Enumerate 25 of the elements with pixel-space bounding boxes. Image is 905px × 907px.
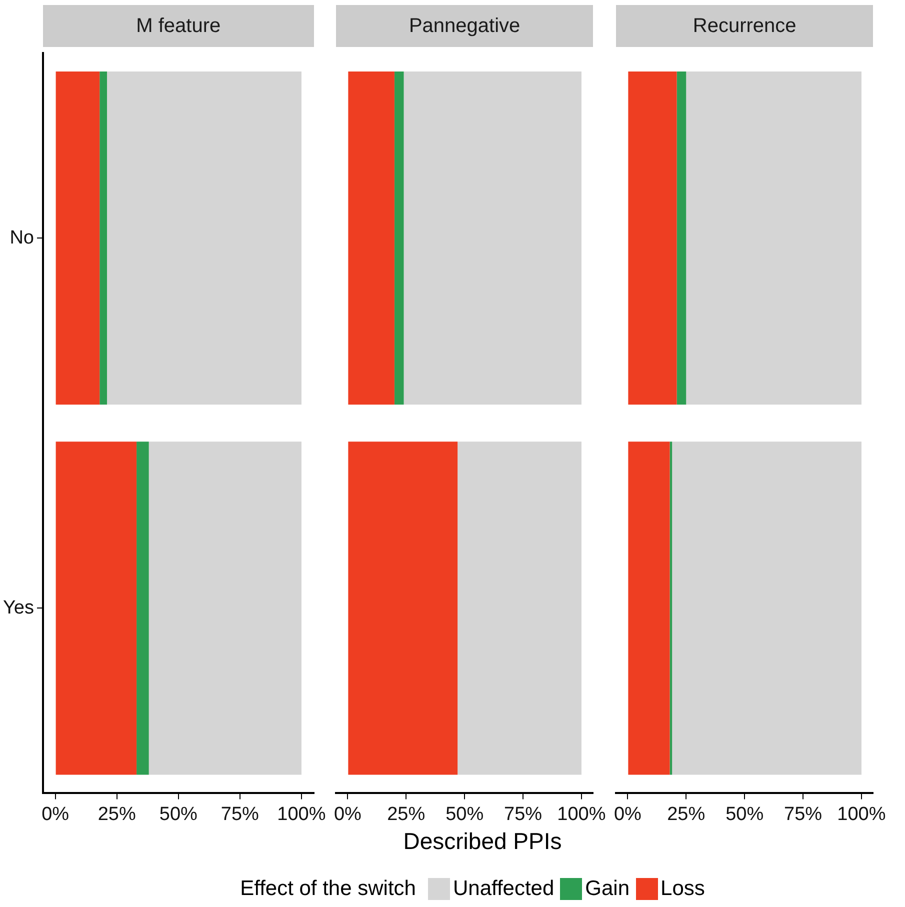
x-tick-label: 0% (334, 804, 362, 825)
legend-label: Loss (660, 877, 705, 901)
x-tick-label: 100% (557, 804, 606, 825)
chart-title: M feature (42, 5, 314, 47)
x-tick-label: 100% (837, 804, 886, 825)
x-tick-label: 75% (504, 804, 542, 825)
x-tick-label: 25% (98, 804, 136, 825)
chart-title: Pannegative (336, 5, 594, 47)
x-tick-label: 50% (726, 804, 764, 825)
x-tick-label: 0% (42, 804, 70, 825)
legend-label: Gain (585, 877, 630, 901)
y-tick-label: No (10, 227, 34, 248)
legend-title: Effect of the switch (240, 877, 416, 901)
x-axis-title: Described PPIs (402, 828, 563, 855)
x-tick-label: 75% (784, 804, 822, 825)
legend-label: Unaffected (452, 877, 554, 901)
y-tick-label: Yes (2, 597, 34, 618)
x-tick-label: 50% (446, 804, 484, 825)
x-tick-label: 0% (614, 804, 642, 825)
chart-title: Recurrence (616, 5, 874, 47)
x-tick-label: 100% (277, 804, 326, 825)
x-tick-label: 25% (387, 804, 426, 825)
x-tick-label: 50% (159, 804, 198, 825)
x-tick-label: 25% (667, 804, 706, 825)
x-tick-label: 75% (220, 804, 260, 825)
